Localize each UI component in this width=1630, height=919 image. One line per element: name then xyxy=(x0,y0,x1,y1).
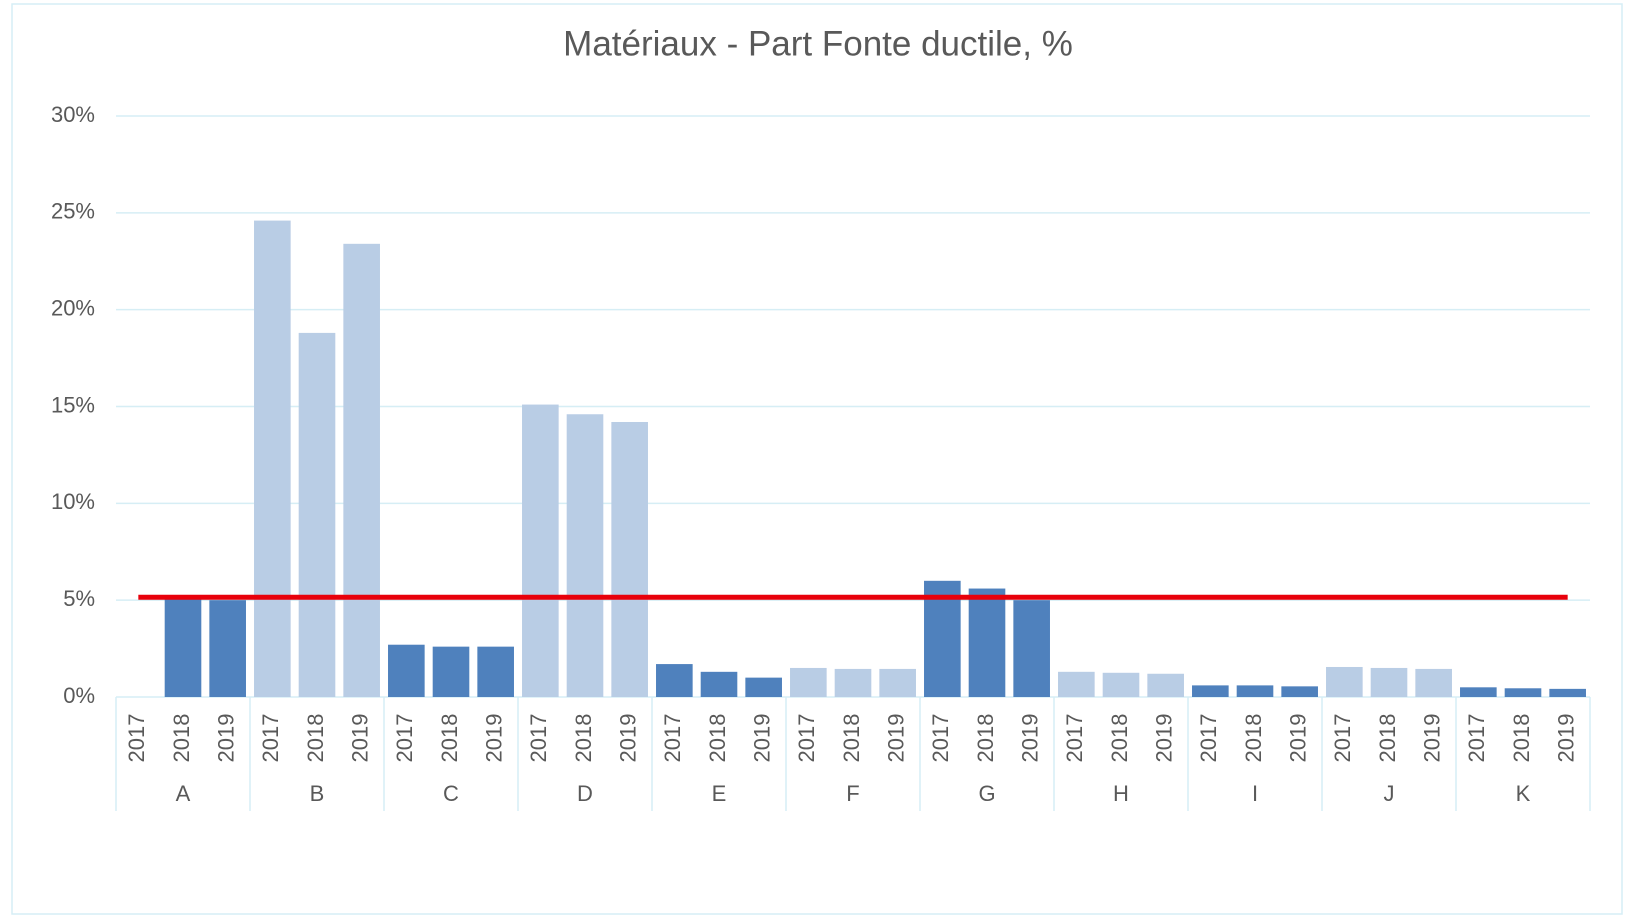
bar xyxy=(1326,666,1363,697)
x-tick-label: 2018 xyxy=(973,714,998,763)
bar xyxy=(566,414,604,697)
bar xyxy=(745,677,782,697)
group-label: E xyxy=(712,781,727,806)
y-tick-label: 15% xyxy=(51,392,95,417)
bar xyxy=(611,421,648,697)
bar xyxy=(343,243,380,697)
chart-border xyxy=(11,3,1623,915)
group-label: A xyxy=(176,781,191,806)
bar xyxy=(700,671,738,697)
bar xyxy=(1281,686,1318,697)
x-tick-label: 2018 xyxy=(1509,714,1534,763)
y-tick-label: 10% xyxy=(51,489,95,514)
group-label: B xyxy=(310,781,325,806)
x-tick-label: 2019 xyxy=(213,714,238,763)
group-label: K xyxy=(1516,781,1531,806)
bar xyxy=(1504,688,1542,697)
group-label: I xyxy=(1252,781,1258,806)
x-tick-label: 2017 xyxy=(1196,714,1221,763)
y-tick-label: 25% xyxy=(51,199,95,224)
x-tick-label: 2017 xyxy=(1330,714,1355,763)
bar xyxy=(477,646,514,697)
bar xyxy=(924,580,961,697)
bar xyxy=(1370,667,1408,697)
bar xyxy=(164,596,202,697)
bar xyxy=(388,644,425,697)
chart-title: Matériaux - Part Fonte ductile, % xyxy=(563,24,1073,63)
bar xyxy=(1192,685,1229,697)
group-label: G xyxy=(978,781,995,806)
bar xyxy=(968,588,1006,697)
x-tick-label: 2019 xyxy=(347,714,372,763)
bar xyxy=(1415,668,1452,697)
x-tick-label: 2018 xyxy=(705,714,730,763)
x-tick-label: 2017 xyxy=(794,714,819,763)
x-tick-label: 2018 xyxy=(169,714,194,763)
y-tick-label: 5% xyxy=(63,586,95,611)
x-tick-label: 2018 xyxy=(1375,714,1400,763)
x-tick-label: 2017 xyxy=(1464,714,1489,763)
group-label: J xyxy=(1384,781,1395,806)
bar xyxy=(1058,671,1095,697)
bar xyxy=(1102,672,1140,697)
bar xyxy=(1460,687,1497,697)
x-tick-label: 2017 xyxy=(928,714,953,763)
x-tick-label: 2017 xyxy=(660,714,685,763)
y-tick-label: 0% xyxy=(63,683,95,708)
x-tick-label: 2018 xyxy=(839,714,864,763)
bar xyxy=(790,667,827,697)
x-tick-label: 2019 xyxy=(1017,714,1042,763)
y-tick-label: 20% xyxy=(51,295,95,320)
x-tick-label: 2019 xyxy=(1553,714,1578,763)
bar xyxy=(1013,600,1050,697)
x-tick-label: 2017 xyxy=(392,714,417,763)
group-label: F xyxy=(846,781,859,806)
bar xyxy=(834,668,872,697)
group-label: D xyxy=(577,781,593,806)
x-tick-label: 2017 xyxy=(526,714,551,763)
x-tick-label: 2018 xyxy=(1241,714,1266,763)
x-tick-label: 2019 xyxy=(481,714,506,763)
x-tick-label: 2017 xyxy=(124,714,149,763)
bar xyxy=(432,646,470,697)
x-tick-label: 2018 xyxy=(1107,714,1132,763)
bar xyxy=(1236,685,1274,697)
x-tick-label: 2017 xyxy=(1062,714,1087,763)
bar xyxy=(209,600,246,697)
bar xyxy=(298,332,336,697)
x-tick-label: 2018 xyxy=(437,714,462,763)
x-tick-label: 2019 xyxy=(883,714,908,763)
x-tick-label: 2018 xyxy=(303,714,328,763)
y-tick-label: 30% xyxy=(51,102,95,127)
bar xyxy=(1549,688,1586,697)
x-tick-label: 2019 xyxy=(1419,714,1444,763)
bar xyxy=(1147,673,1184,697)
bar xyxy=(522,404,559,697)
x-tick-label: 2019 xyxy=(615,714,640,763)
x-tick-label: 2018 xyxy=(571,714,596,763)
group-label: H xyxy=(1113,781,1129,806)
x-tick-label: 2019 xyxy=(1151,714,1176,763)
group-label: C xyxy=(443,781,459,806)
bar xyxy=(879,668,916,697)
bar xyxy=(656,664,693,697)
x-tick-label: 2019 xyxy=(749,714,774,763)
bar xyxy=(254,220,291,697)
x-tick-label: 2017 xyxy=(258,714,283,763)
x-tick-label: 2019 xyxy=(1285,714,1310,763)
